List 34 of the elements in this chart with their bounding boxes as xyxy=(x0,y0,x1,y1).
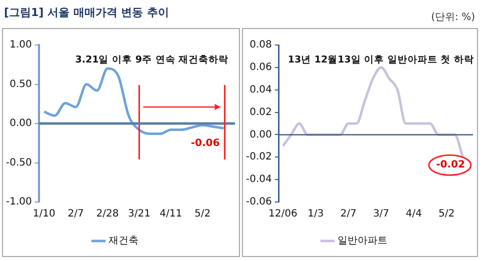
x-tick-label: 1/10 xyxy=(32,208,56,220)
y-tick-label: -0.50 xyxy=(6,157,32,168)
y-tick-label: 0.00 xyxy=(250,129,272,140)
annotation: 13년 12월13일 이후 일반아파트 첫 하락 xyxy=(288,54,474,66)
y-tick-label: -0.02 xyxy=(246,152,272,163)
x-tick-label: 12/06 xyxy=(268,208,298,220)
chart-title: [그림1] 서울 매매가격 변동 추이 xyxy=(4,5,170,20)
x-tick-label: 2/28 xyxy=(96,208,119,220)
x-tick-label: 3/21 xyxy=(128,208,150,220)
data-label: -0.06 xyxy=(190,138,220,149)
y-tick-label: -0.06 xyxy=(246,196,272,208)
line-series xyxy=(42,67,225,135)
annotation: 3.21일 이후 9주 연속 재건축하락 xyxy=(75,54,229,66)
x-tick-label: 5/2 xyxy=(438,208,455,220)
y-tick-label: 0.08 xyxy=(250,40,272,51)
x-tick-label: 1/3 xyxy=(308,208,324,220)
y-tick-label: 0.50 xyxy=(10,78,32,90)
x-tick-label: 2/7 xyxy=(68,208,84,220)
y-tick-label: -0.04 xyxy=(246,174,272,186)
x-tick-label: 4/11 xyxy=(160,208,182,220)
data-label: -0.02 xyxy=(436,160,465,171)
y-tick-label: 0.06 xyxy=(250,62,272,74)
y-tick-label: 1.00 xyxy=(10,40,32,51)
x-tick-label: 3/7 xyxy=(373,208,390,220)
x-tick-label: 5/2 xyxy=(194,208,211,220)
y-tick-label: 0.04 xyxy=(250,84,272,96)
y-tick-label: 0.02 xyxy=(250,106,272,118)
x-tick-label: 4/4 xyxy=(406,208,422,220)
legend-label: 일반아파트 xyxy=(338,236,388,247)
x-tick-label: 2/7 xyxy=(340,208,356,220)
y-tick-label: 0.00 xyxy=(10,118,32,130)
legend-label: 재건축 xyxy=(108,236,138,247)
y-tick-label: -1.00 xyxy=(6,196,32,208)
chart-subtitle: (단위: %) xyxy=(431,11,475,24)
